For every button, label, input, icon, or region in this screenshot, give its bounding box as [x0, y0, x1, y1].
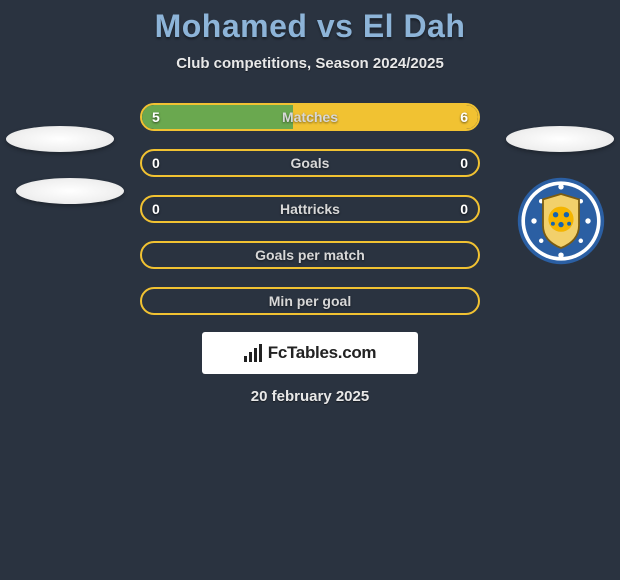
stat-bar: Hattricks0 0: [140, 195, 480, 223]
date-text: 20 february 2025: [0, 388, 620, 405]
comparison-card: Mohamed vs El Dah Club competitions, Sea…: [0, 0, 620, 440]
stat-fill-right: [293, 105, 478, 129]
stat-bar: Goals per match: [140, 241, 480, 269]
brand-text: FcTables.com: [268, 343, 377, 363]
stat-value-right: 6: [460, 109, 468, 125]
stat-row: Matches56: [0, 94, 620, 140]
stat-value-left: 0: [152, 201, 160, 217]
stat-label: Hattricks: [142, 201, 478, 217]
brand-bars-icon: [244, 344, 262, 362]
stat-value-left: 5: [152, 109, 160, 125]
stat-value-right: 0: [460, 155, 468, 171]
stat-label: Goals: [142, 155, 478, 171]
stat-fill-left: [142, 105, 293, 129]
stat-label: Min per goal: [142, 293, 478, 309]
stat-row: Hattricks0 0: [0, 186, 620, 232]
stat-bar: Min per goal: [140, 287, 480, 315]
page-title: Mohamed vs El Dah: [0, 0, 620, 45]
stats-list: Matches56Goals00Hattricks00Goals per mat…: [0, 94, 620, 324]
subtitle: Club competitions, Season 2024/2025: [0, 55, 620, 72]
brand-box: FcTables.com: [202, 332, 418, 374]
stat-label: Goals per match: [142, 247, 478, 263]
stat-row: Goals per match: [0, 232, 620, 278]
stat-value-right: 0: [460, 201, 468, 217]
stat-row: Goals0 0: [0, 140, 620, 186]
stat-value-left: 0: [152, 155, 160, 171]
stat-bar: Matches56: [140, 103, 480, 131]
stat-bar: Goals0 0: [140, 149, 480, 177]
stat-row: Min per goal: [0, 278, 620, 324]
